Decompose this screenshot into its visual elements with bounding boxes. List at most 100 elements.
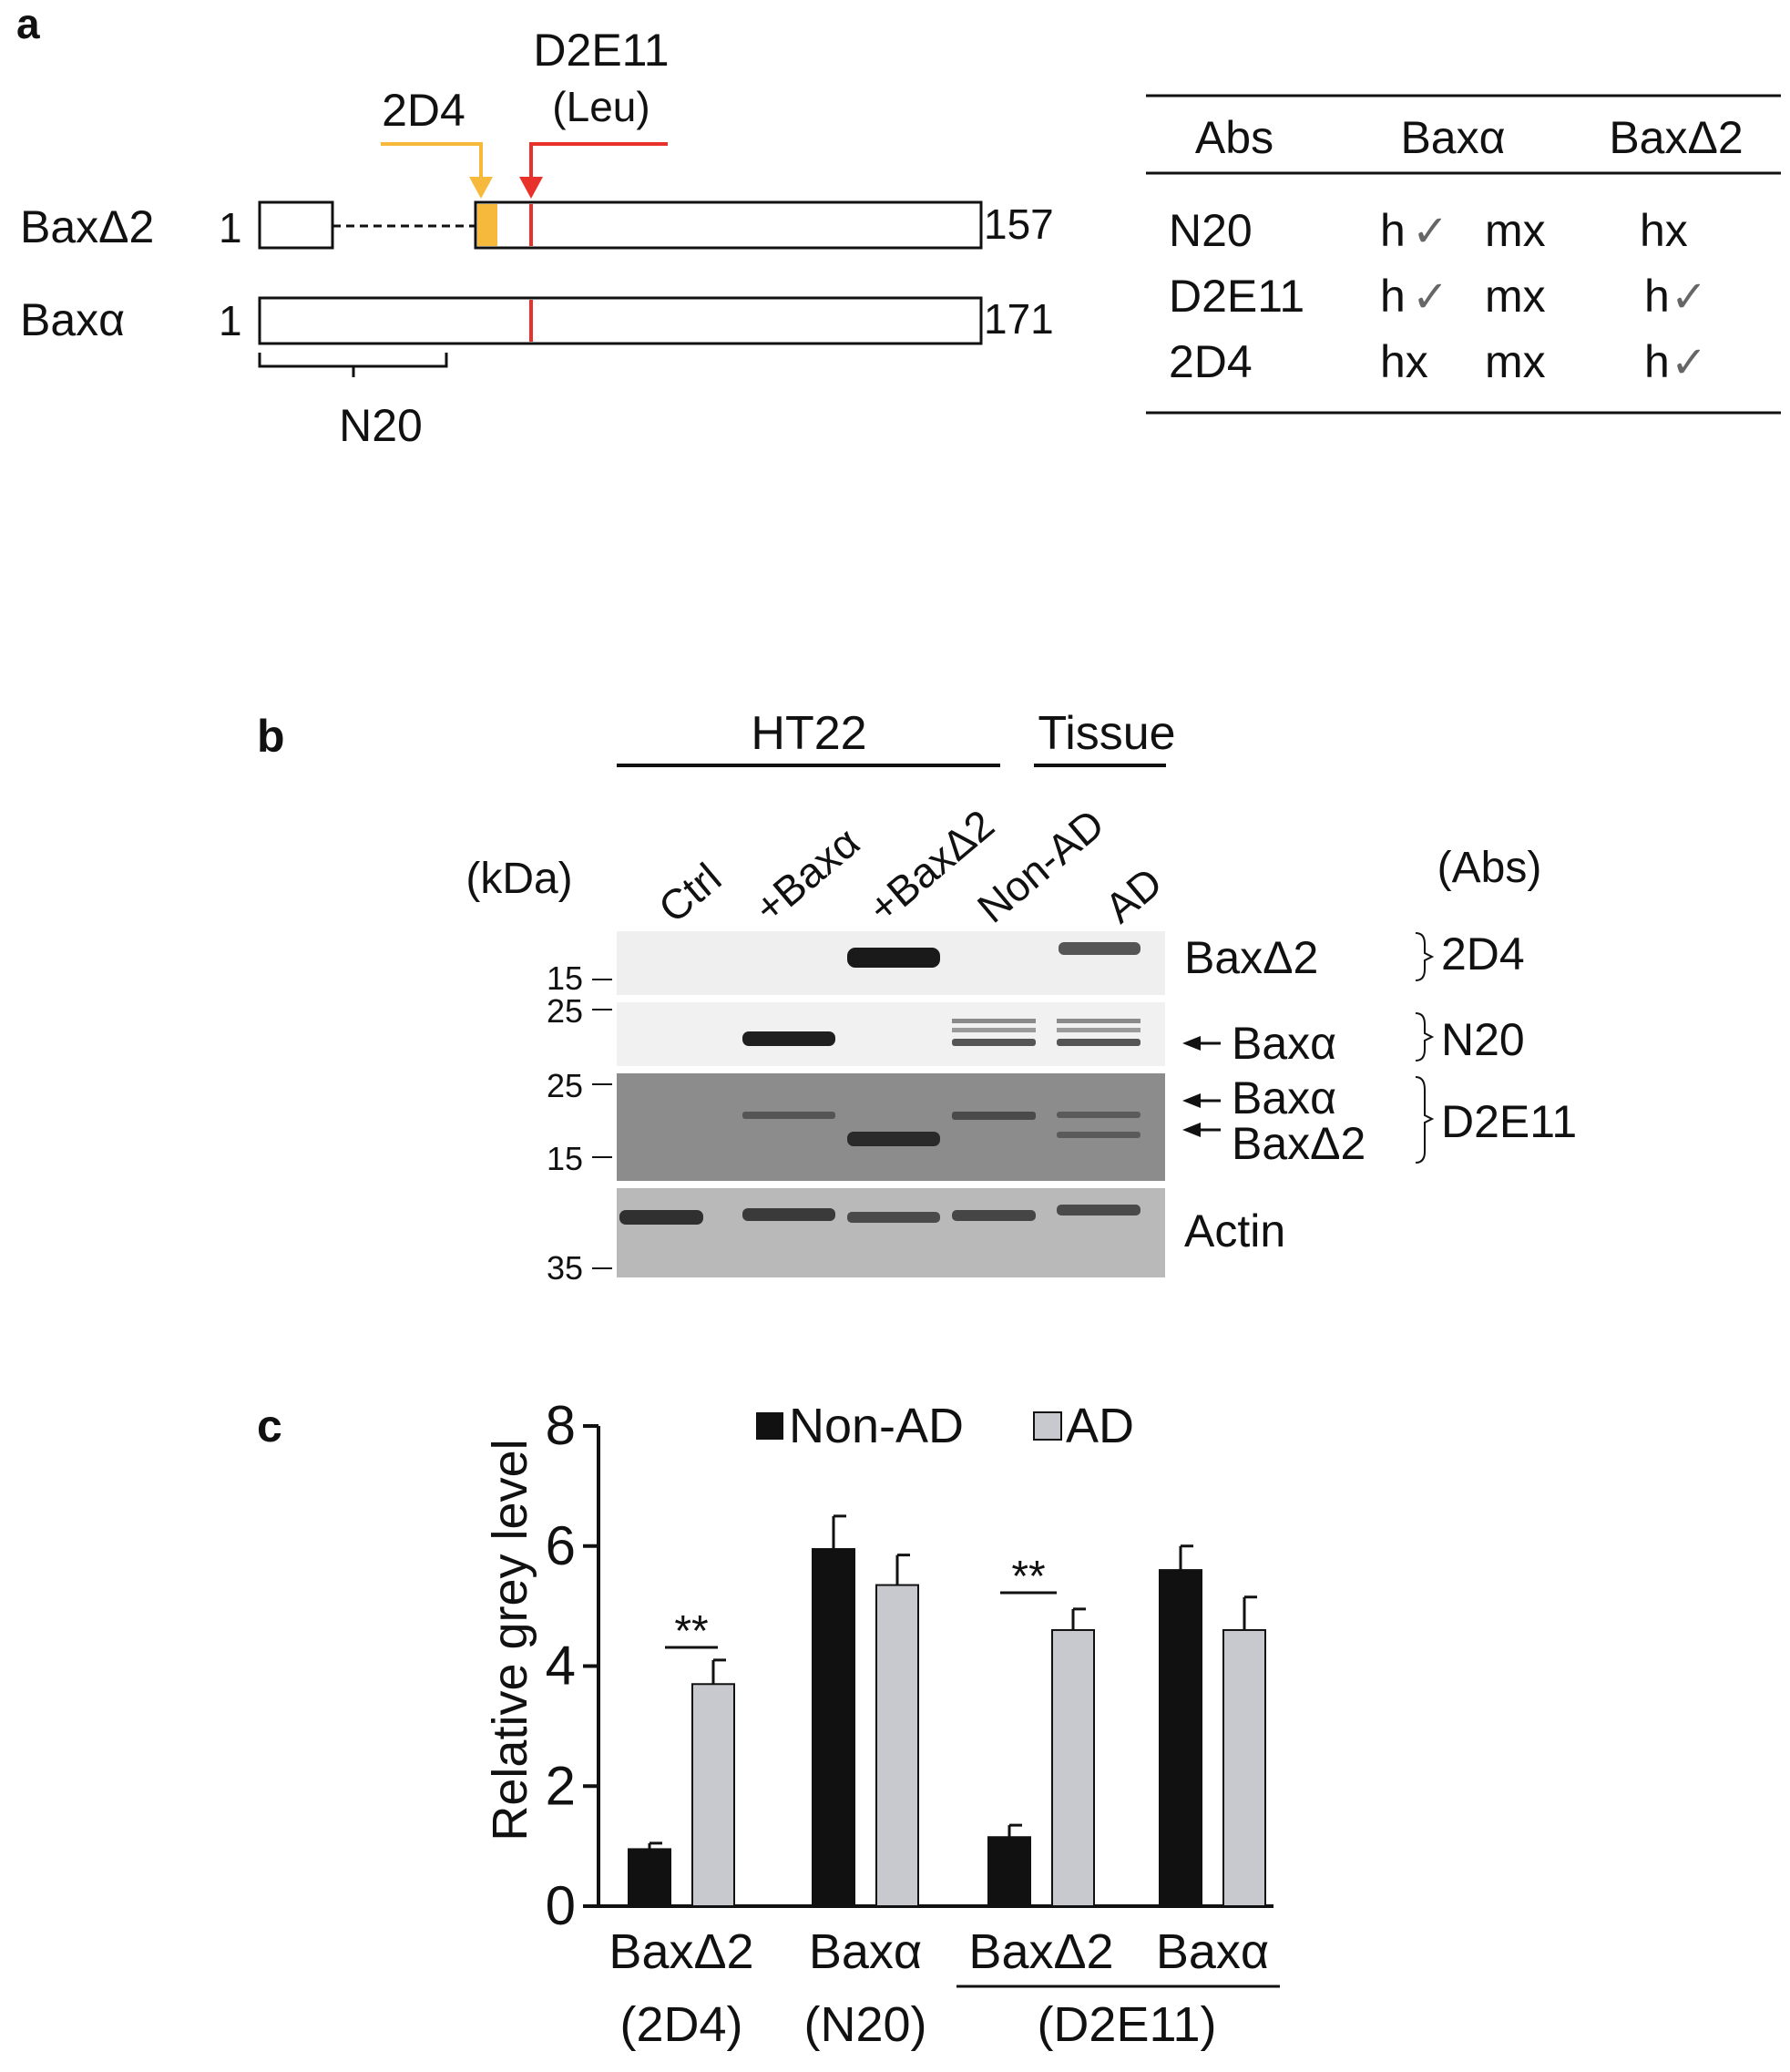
- table-header-baxd2: BaxΔ2: [1609, 112, 1743, 163]
- bar-ad: [1222, 1628, 1266, 1907]
- table-row-ab: D2E11: [1169, 271, 1304, 322]
- table-header-abs: Abs: [1195, 112, 1273, 163]
- sig-label-2: **: [1011, 1553, 1045, 1601]
- marker-35-blot4: 35: [547, 1249, 583, 1287]
- bracket-d2e11: [1415, 1076, 1435, 1164]
- arrow-2d4: [381, 142, 493, 199]
- table-header-baxa: Baxα: [1400, 112, 1505, 163]
- band-label-baxd2-2d4: BaxΔ2: [1184, 932, 1318, 983]
- y-tick-label: 8: [546, 1395, 576, 1456]
- ab-d2e11-sub-label: (Leu): [552, 83, 650, 130]
- row-baxd2-name: BaxΔ2: [20, 201, 154, 252]
- table-cell-mouse-baxa: mx: [1485, 336, 1546, 387]
- x-category-label: Baxα: [1156, 1924, 1269, 1979]
- row-baxa-end: 171: [984, 295, 1054, 343]
- bar-nonad: [987, 1836, 1031, 1908]
- ab-label-d2e11: D2E11: [1441, 1096, 1577, 1147]
- y-tick-label: 2: [546, 1755, 576, 1816]
- group-tissue-label: Tissue: [1038, 707, 1175, 760]
- table-cell-human-baxa: h: [1380, 271, 1406, 322]
- bracket-2d4: [1415, 932, 1435, 981]
- row-baxd2-end: 157: [984, 200, 1054, 248]
- blot-d2e11: [592, 1073, 1165, 1181]
- y-ticks: 0 2 4 6 8: [546, 1395, 598, 1936]
- error-bar: [1179, 1544, 1193, 1571]
- error-bar: [895, 1554, 910, 1585]
- n20-label: N20: [339, 400, 423, 451]
- x-category-label: BaxΔ2: [968, 1924, 1113, 1979]
- ab-2d4-label: 2D4: [382, 85, 465, 136]
- error-bar: [1008, 1823, 1022, 1838]
- bar-ad: [691, 1683, 735, 1907]
- error-bar: [648, 1841, 662, 1850]
- lane-label-ad: AD: [1096, 858, 1171, 932]
- ab-d2e11-label: D2E11: [533, 25, 669, 76]
- table-cell-mouse-baxa: mx: [1485, 205, 1546, 256]
- error-bar: [1071, 1607, 1086, 1630]
- error-bar: [832, 1514, 846, 1550]
- bar-nonad: [1159, 1569, 1202, 1907]
- ab-label-2d4: 2D4: [1441, 928, 1525, 980]
- x-category-label: BaxΔ2: [609, 1924, 753, 1979]
- band-label-baxa-n20: Baxα: [1232, 1018, 1336, 1069]
- check-icon: ✓: [1671, 339, 1707, 387]
- marker-25-blot3: 25: [547, 1067, 583, 1104]
- table-row-ab: N20: [1169, 205, 1253, 256]
- table-cell-human-baxd2: h: [1644, 271, 1670, 322]
- legend-label-ad: AD: [1066, 1399, 1134, 1453]
- table-row-ab: 2D4: [1169, 336, 1253, 387]
- band-label-baxd2-d2e11: BaxΔ2: [1232, 1118, 1366, 1169]
- arrow-left-icon: [1182, 1036, 1221, 1051]
- baxd2-exon1-box: [258, 200, 334, 250]
- marker-25-blot2: 25: [547, 992, 583, 1030]
- row-baxd2-start: 1: [219, 204, 242, 251]
- bar-ad: [1051, 1628, 1095, 1907]
- error-bar: [1243, 1595, 1257, 1630]
- legend-swatch-nonad: [756, 1412, 783, 1440]
- blot-2d4: [592, 931, 1165, 995]
- legend-label-nonad: Non-AD: [789, 1399, 964, 1453]
- bar-ad: [875, 1584, 919, 1907]
- lane-label-ctrl: Ctrl: [650, 854, 730, 932]
- bar-nonad: [628, 1848, 671, 1907]
- blot-actin: [592, 1188, 1165, 1277]
- lane-label-baxa: +Baxα: [745, 818, 868, 932]
- ab-label-n20: N20: [1441, 1014, 1525, 1065]
- arrow-left-icon: [1182, 1123, 1221, 1137]
- table-cell-mouse-baxa: mx: [1485, 271, 1546, 322]
- error-bar: [711, 1658, 726, 1685]
- panel-a-label: a: [16, 0, 40, 47]
- check-icon: ✓: [1412, 208, 1448, 256]
- marker-15-blot3: 15: [547, 1140, 583, 1177]
- y-tick-label: 0: [546, 1875, 576, 1936]
- y-tick-label: 6: [546, 1515, 576, 1576]
- group-ht22-label: HT22: [751, 707, 866, 760]
- table-cell-human-baxa: hx: [1380, 336, 1428, 387]
- band-label-actin: Actin: [1184, 1205, 1285, 1257]
- band-label-baxa-d2e11: Baxα: [1232, 1072, 1336, 1123]
- check-icon: ✓: [1412, 273, 1448, 322]
- baxd2-main-box: [474, 200, 983, 250]
- check-icon: ✓: [1671, 273, 1707, 322]
- table-cell-human-baxa: h: [1380, 205, 1406, 256]
- x-group-label-d2e11: (D2E11): [1037, 1997, 1216, 2052]
- abs-label: (Abs): [1437, 844, 1542, 892]
- arrow-left-icon: [1182, 1093, 1221, 1108]
- blot-n20: [592, 1002, 1165, 1066]
- x-group-label-2d4: (2D4): [619, 1997, 742, 2052]
- kda-label: (kDa): [465, 855, 572, 903]
- bar-nonad: [812, 1548, 855, 1907]
- bar-marks: [628, 1514, 1266, 1908]
- panel-c-label: c: [257, 1400, 282, 1451]
- antibody-table: Abs Baxα BaxΔ2 N20 h ✓ mx hx D2E11 h ✓ m…: [1146, 94, 1781, 415]
- n20-bracket: [258, 353, 448, 377]
- arrow-d2e11: [519, 142, 668, 199]
- baxa-box: [258, 296, 983, 345]
- table-cell-human-baxd2: h: [1644, 336, 1670, 387]
- bracket-n20: [1415, 1012, 1435, 1062]
- y-axis-label: Relative grey level: [483, 1439, 537, 1841]
- row-baxa-name: Baxα: [20, 294, 125, 345]
- baxd2-2d4-epitope: [477, 204, 497, 246]
- marker-15-blot1: 15: [547, 959, 583, 997]
